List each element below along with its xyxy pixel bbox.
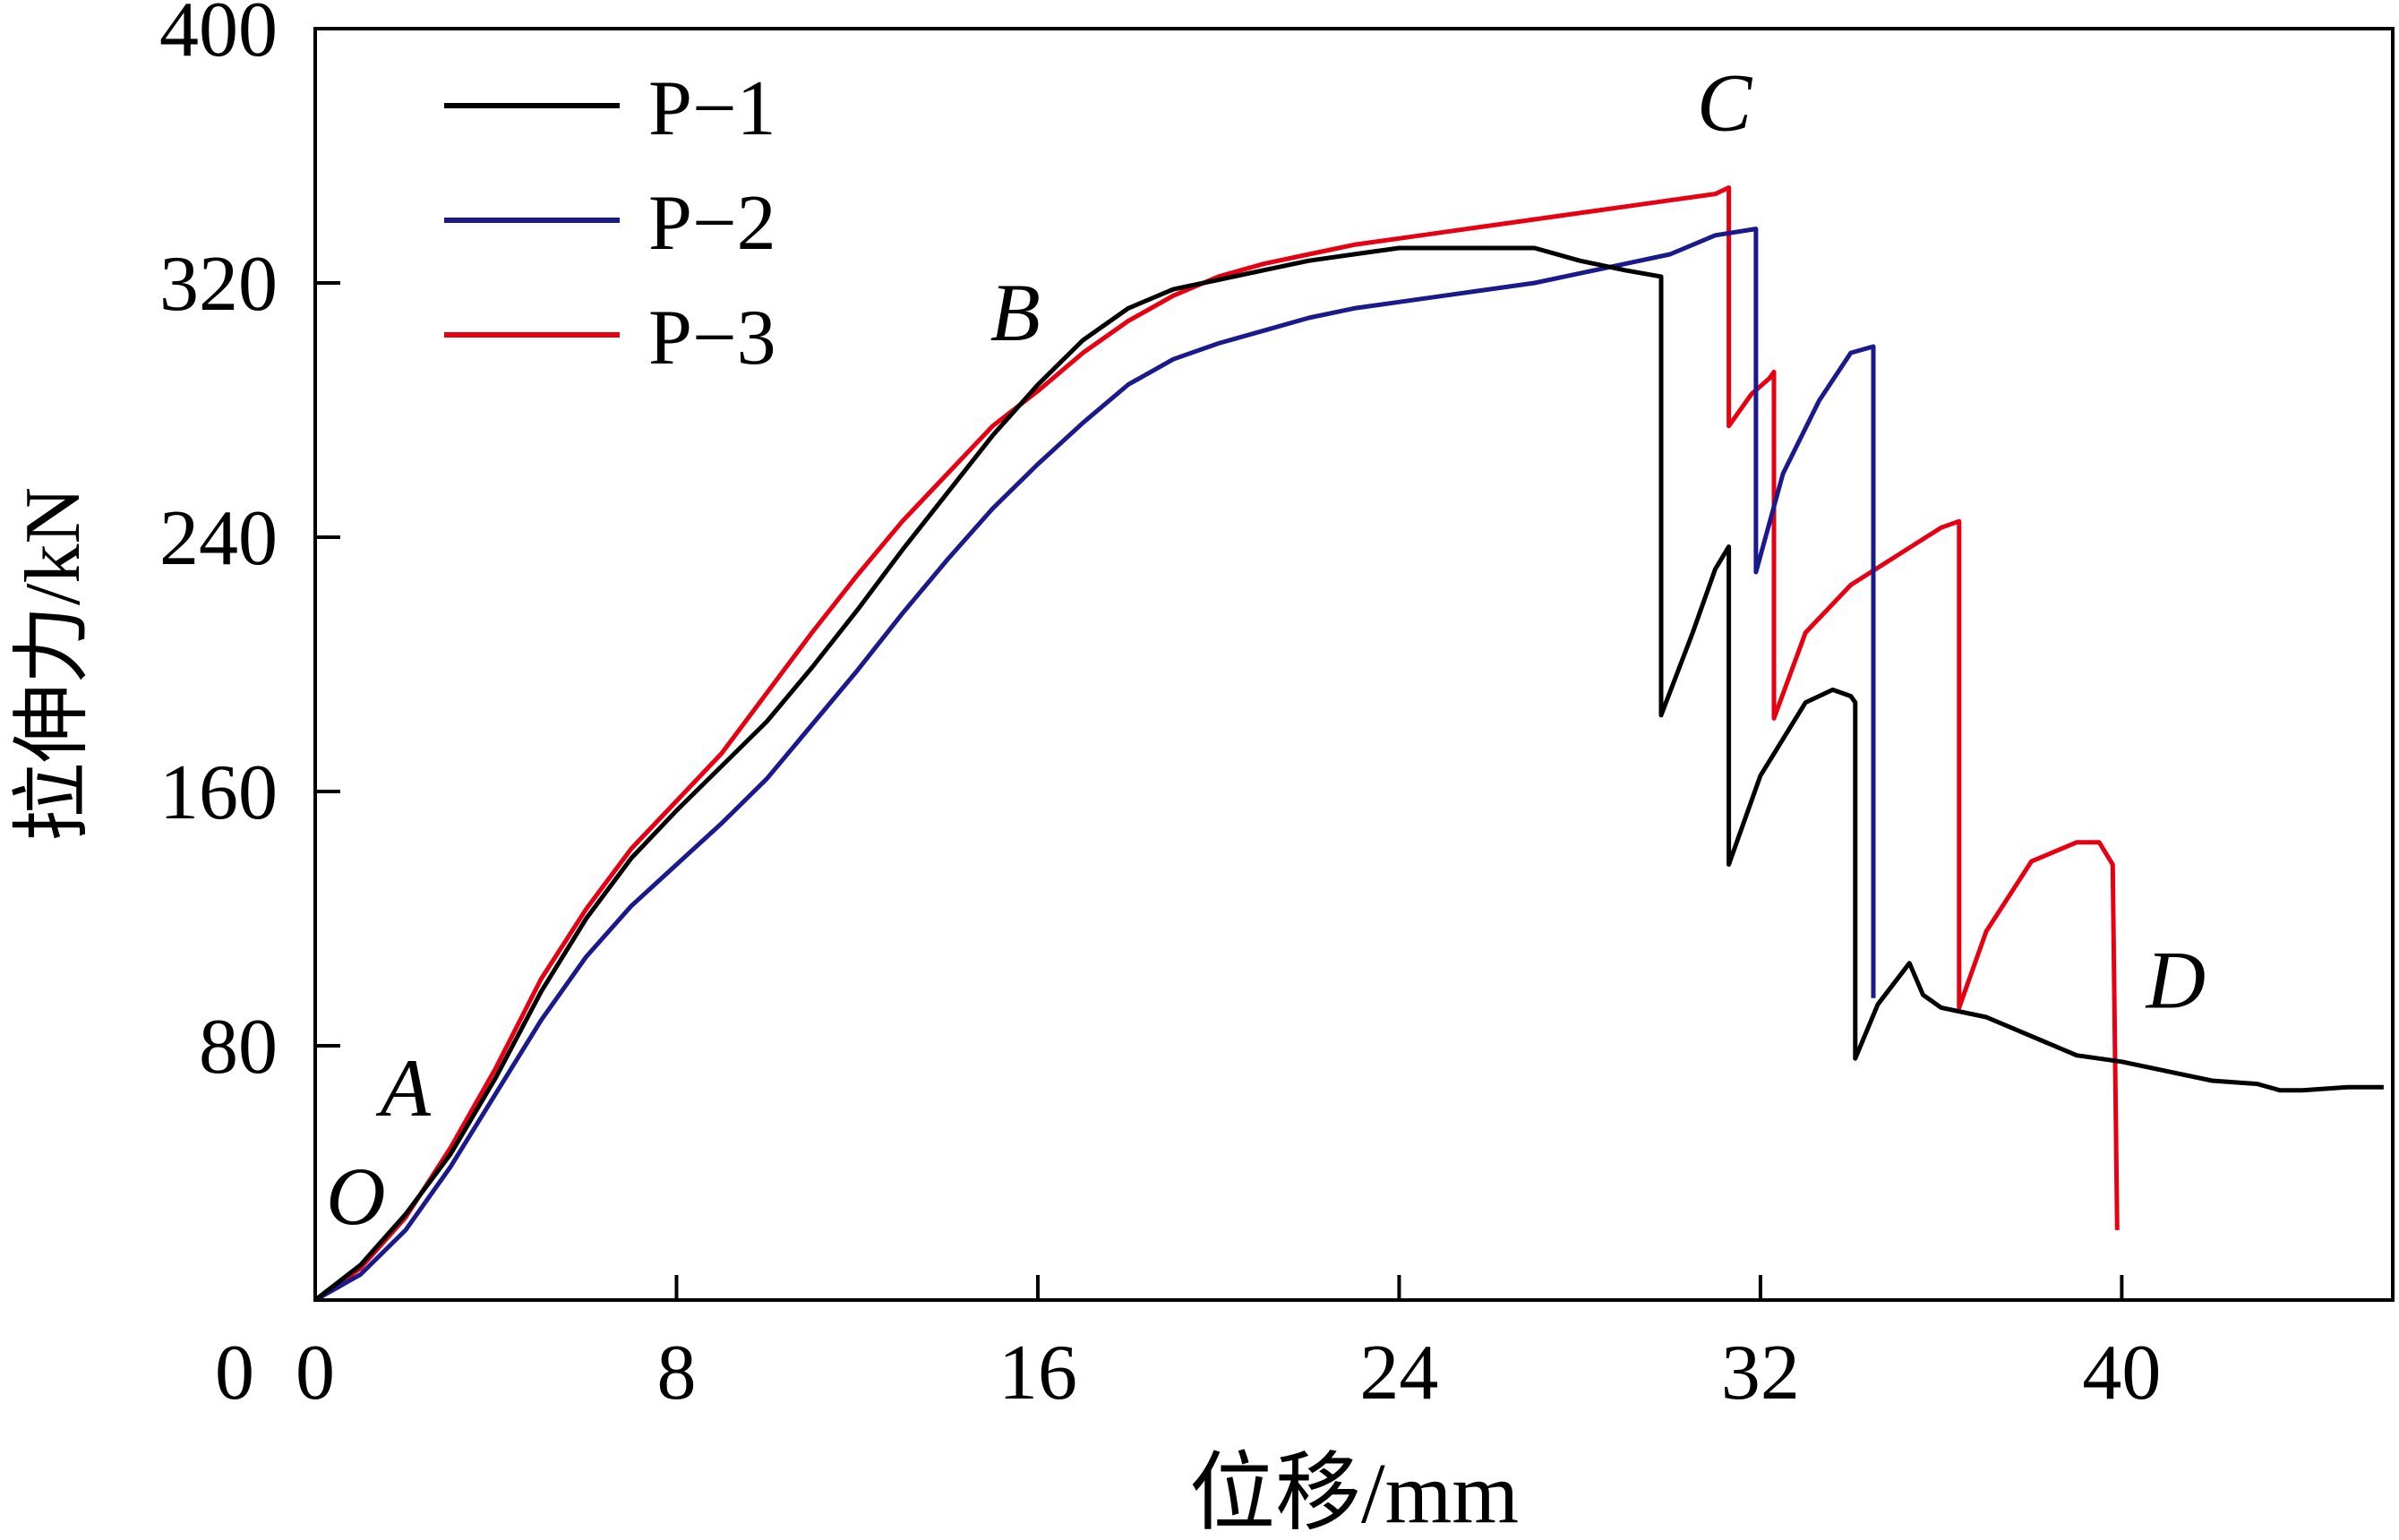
- series-line-p1: [313, 245, 2384, 1302]
- annotation-o: O: [326, 1151, 385, 1242]
- y-tick-label: 160: [159, 749, 278, 836]
- x-tick-label: 24: [1359, 1330, 1438, 1416]
- series-line-p3: [313, 185, 2120, 1303]
- annotation-c: C: [1697, 57, 1753, 149]
- annotation-b: B: [990, 267, 1041, 358]
- y-tick-label: 80: [199, 1004, 278, 1091]
- y-axis-label: 拉伸力/kN: [10, 487, 97, 842]
- x-tick-label: 16: [998, 1330, 1077, 1416]
- annotation-layer: OA B C D: [326, 57, 2206, 1242]
- origin-tick-label: 0: [215, 1330, 254, 1416]
- annotation-a: A: [375, 1042, 432, 1134]
- annotation-d: D: [2145, 934, 2206, 1025]
- plot-frame: [313, 27, 2395, 1302]
- ticks-layer: 0 8 16 24 32 40 80 160 240 320 400 0: [159, 0, 2161, 1416]
- x-tick-label: 32: [1721, 1330, 1800, 1416]
- series-line-p2: [313, 227, 1876, 1303]
- series-layer: [313, 185, 2384, 1303]
- y-tick-label: 320: [159, 241, 278, 328]
- y-tick-label: 400: [159, 0, 278, 73]
- legend-label-p1: P−1: [648, 65, 776, 152]
- x-axis-label: 位移/mm: [1189, 1445, 1519, 1536]
- legend: P−1 P−2 P−3: [444, 65, 776, 381]
- x-tick-label: 8: [656, 1330, 696, 1416]
- x-tick-label: 40: [2082, 1330, 2161, 1416]
- x-tick-label: 0: [296, 1330, 335, 1416]
- legend-label-p3: P−3: [648, 295, 776, 381]
- y-tick-label: 240: [159, 495, 278, 582]
- legend-label-p2: P−2: [648, 180, 776, 267]
